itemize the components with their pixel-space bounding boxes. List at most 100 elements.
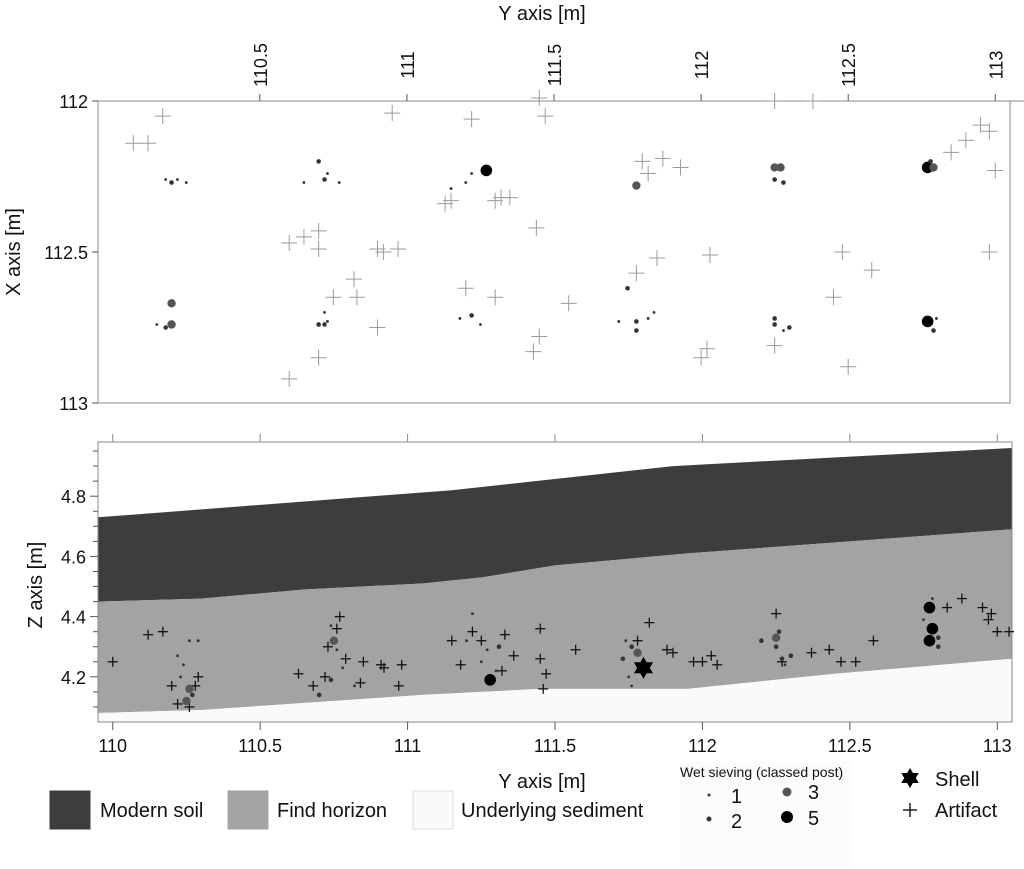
plan-view-sieving-point: [176, 178, 179, 181]
section-view-artifact-point: [508, 650, 519, 661]
plan-view-sieving-point: [458, 317, 462, 320]
section-view-artifact-point: [771, 608, 782, 619]
legend-sieving-box: [680, 762, 852, 867]
plan-view-artifact-point: [140, 135, 157, 152]
plan-view-artifact-point: [834, 244, 851, 260]
section-view-artifact-point: [143, 629, 154, 640]
section-view-sieving-point: [484, 674, 496, 686]
plan-view-sieving-point: [632, 181, 641, 190]
plan-view-artifact-point: [766, 337, 783, 354]
legend-label-find-horizon: Find horizon: [277, 800, 387, 822]
section-layer-underlying-sediment: [98, 658, 1012, 722]
plan-view-artifact-point: [369, 240, 386, 257]
section-view-sieving-point: [341, 666, 345, 670]
plan-view-artifact-point: [701, 247, 718, 264]
legend-artifact-label: Artifact: [935, 800, 998, 822]
plan-view-sieving-point: [921, 315, 934, 328]
plan-view-artifact-point: [125, 135, 142, 152]
legend-swatch-underlying-sediment: [412, 790, 454, 830]
section-view-y-tick-label: 4.4: [61, 608, 86, 628]
plan-view-sieving-point: [782, 329, 785, 332]
plan-view-sieving-point: [322, 177, 327, 182]
section-view-artifact-point: [977, 602, 988, 613]
section-view-artifact-point: [983, 614, 994, 625]
legend-sieving-label-2: 2: [731, 811, 742, 833]
plan-view-sieving-point: [634, 319, 639, 324]
plan-view-points: [125, 89, 1004, 387]
plan-view-artifact-point: [825, 289, 842, 306]
section-view-x-tick-label: 111.5: [534, 736, 576, 756]
section-view-artifact-point: [308, 680, 319, 691]
plan-view-artifact-point: [634, 153, 651, 170]
section-view-artifact-point: [1004, 626, 1015, 637]
section-view-artifact-point: [806, 647, 817, 658]
plan-view-artifact-point: [628, 265, 645, 282]
legend-sieving-label-1: 1: [731, 786, 742, 808]
section-view-sieving-point: [926, 622, 939, 635]
plan-view-artifact-point: [863, 262, 880, 279]
plan-view-sieving-point: [935, 317, 938, 320]
plan-view-artifact-point: [281, 370, 298, 387]
section-view-artifact-point: [992, 626, 1003, 637]
section-view-artifact-point: [172, 698, 183, 709]
plan-view-artifact-point: [437, 195, 454, 212]
section-view-x-tick-label: 113: [983, 736, 1012, 756]
plan-view-sieving-point: [464, 181, 468, 184]
section-view-sieving-point: [935, 644, 941, 650]
section-view-x-tick-label: 112: [688, 736, 717, 756]
plan-view-artifact-point: [369, 319, 386, 336]
plan-view-sieving-point: [184, 181, 188, 184]
section-view-x-tick-label: 111: [394, 736, 421, 756]
section-layer-find-horizon: [98, 529, 1012, 713]
section-view-y-tick-label: 4.8: [61, 487, 86, 507]
legend-swatch-modern-soil: [49, 790, 91, 830]
legend: Modern soil Find horizon Underlying sedi…: [49, 762, 998, 867]
plan-view-x-title: Y axis [m]: [498, 3, 585, 25]
plan-view-sieving-point: [155, 323, 159, 326]
section-view-sieving-point: [188, 639, 191, 643]
section-view-artifact-point: [107, 656, 118, 667]
section-view-artifact-point: [632, 635, 643, 646]
legend-sieving-label-3: 3: [808, 782, 819, 804]
section-view-sieving-point: [335, 648, 339, 652]
section-view-sieving-point: [776, 629, 782, 634]
plan-view-artifact-point: [281, 234, 298, 251]
legend-sieving-label-5: 5: [808, 808, 819, 830]
plan-view-sieving-point: [776, 163, 785, 172]
section-view-sieving-point: [485, 648, 489, 652]
section-view-artifact-point: [667, 647, 678, 658]
plan-view-y-tick-label: 113: [59, 394, 88, 414]
section-view-sieving-point: [329, 624, 333, 628]
section-view-sieving-point: [329, 636, 339, 645]
section-view-y-tick-label: 4.6: [61, 547, 86, 567]
section-view-sieving-point: [496, 644, 502, 650]
plan-view-artifact-point: [840, 358, 857, 375]
section-view-sieving-point: [196, 639, 200, 643]
plan-view-artifact-point: [560, 295, 577, 312]
plan-view-sieving-point: [652, 311, 656, 314]
plan-view-sieving-point: [634, 328, 639, 333]
plan-view-artifact-point: [325, 289, 342, 306]
plan-view-artifact-point: [390, 240, 407, 257]
plan-view-artifact-point: [443, 192, 460, 209]
plan-view-sieving-point: [164, 178, 168, 181]
section-view-sieving-point: [494, 669, 498, 673]
plan-view-artifact-point: [463, 111, 480, 128]
plan-view-sieving-point: [625, 285, 630, 291]
plan-view-sieving-point: [449, 187, 453, 190]
plan-view-x-tick-label: 111.5: [545, 44, 565, 86]
plan-view-sieving-point: [316, 322, 321, 327]
plan-view-artifact-point: [457, 280, 474, 297]
section-view-sieving-point: [179, 675, 182, 679]
plan-view-artifact-point: [981, 244, 998, 260]
plan-view-sieving-point: [323, 311, 326, 314]
section-view-artifact-point: [644, 617, 655, 628]
section-layer-modern-soil: [98, 448, 1012, 602]
plan-view-x-tick-label: 113: [986, 51, 1006, 80]
plan-view-artifact-point: [957, 132, 974, 149]
plan-view-artifact-point: [672, 159, 689, 176]
plan-view-artifact-point: [487, 289, 504, 306]
section-view-sieving-point: [176, 654, 180, 658]
section-view-artifact-point: [535, 653, 546, 664]
plan-view-artifact-point: [310, 222, 327, 239]
